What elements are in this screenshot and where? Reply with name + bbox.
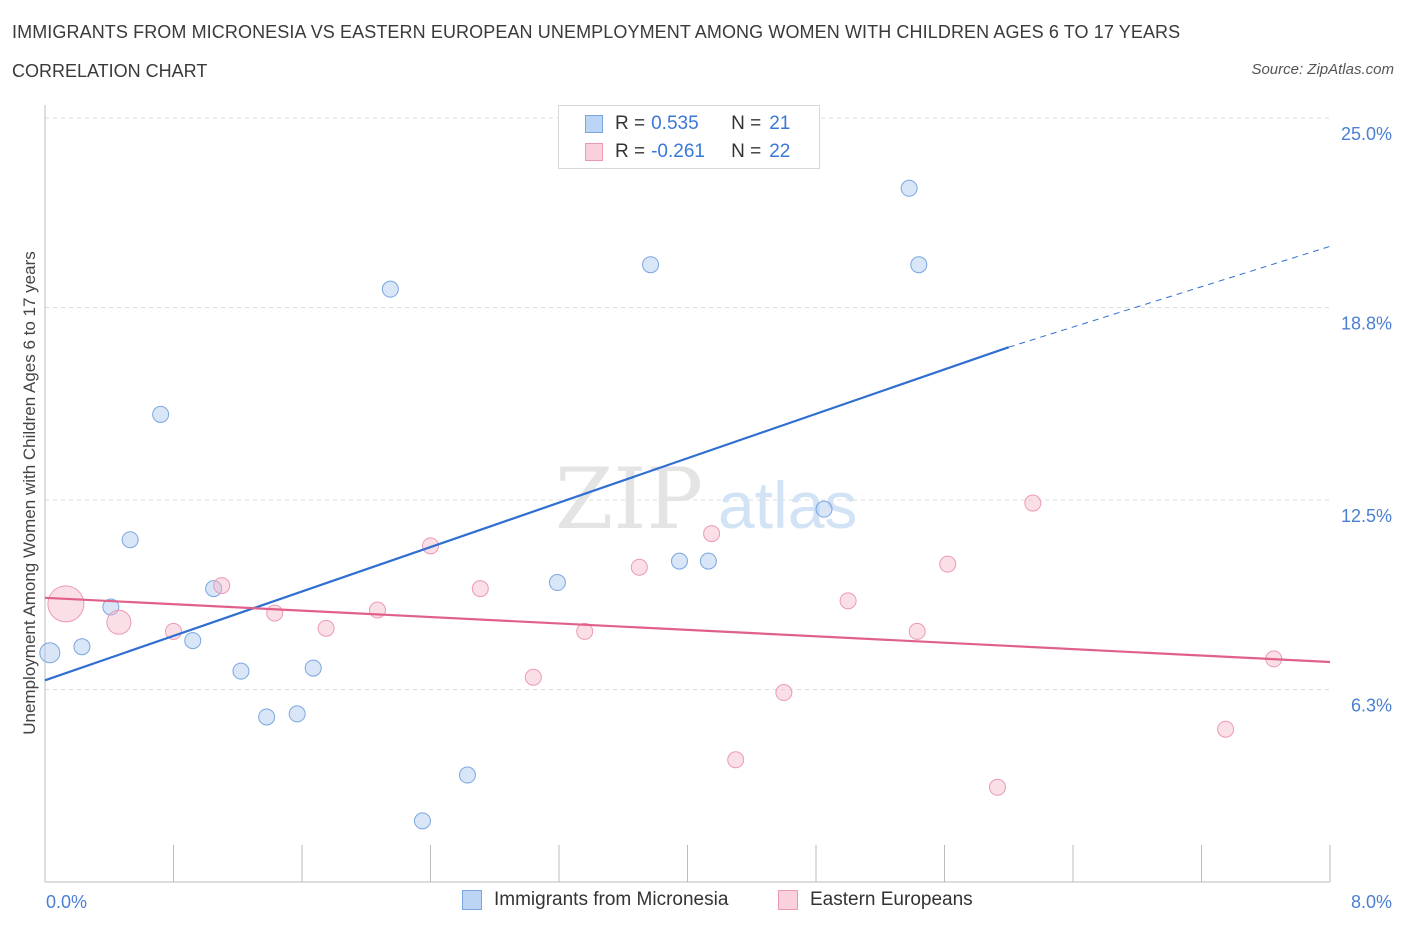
watermark-zip: ZIP [555,450,703,548]
legend-swatch-blue [585,115,603,133]
y-tick-label: 18.8% [1341,313,1392,333]
source-label: Source: ZipAtlas.com [1251,61,1394,78]
eastern-european-point [939,555,957,573]
micronesia-point [670,552,688,570]
eastern-european-point [422,537,439,555]
micronesia-point [815,500,833,518]
grid-lines [45,117,1330,690]
bottom-legend-swatch-pink [778,890,798,910]
legend-n-label: N = [731,113,762,134]
x-tick-label-max: 8.0% [1351,892,1392,912]
x-tick-label-min: 0.0% [46,892,87,912]
y-tick-label: 12.5% [1341,506,1392,526]
micronesia-point [548,574,566,592]
eastern-european-point [775,684,793,702]
y-axis-tick-labels: 6.3% 12.5% 18.8% 25.0% [1341,124,1392,715]
eastern-european-point [213,577,231,595]
eastern-european-point [524,668,542,686]
chart-subtitle: CORRELATION CHART [12,61,208,81]
x-axis-ticks [173,845,1331,882]
watermark: ZIP atlas [555,450,857,548]
chart-title: IMMIGRANTS FROM MICRONESIA VS EASTERN EU… [12,22,1181,42]
y-axis-label: Unemployment Among Women with Children A… [20,251,39,735]
bottom-legend-swatch-blue [462,890,482,910]
micronesia-point [258,708,276,726]
eastern-european-point [908,622,926,640]
y-tick-label: 25.0% [1341,124,1392,144]
data-points [39,179,1283,830]
micronesia-point [381,280,399,298]
eastern-european-point [703,525,721,543]
legend-n-value: 21 [769,113,791,134]
micronesia-point [73,638,91,656]
legend-n-label: N = [731,141,762,162]
micronesia-point [458,766,476,784]
legend: R = 0.535 N = 21 R = -0.261 N = 22 [558,105,820,169]
legend-r-label: R = [615,113,646,134]
eastern-european-point [317,619,335,637]
eastern-european-point [471,580,489,598]
legend-n-value: 22 [769,141,791,162]
micronesia-trend-extension [1008,245,1331,348]
micronesia-point [413,812,431,830]
eastern-european-point [630,558,648,576]
micronesia-point [910,256,928,274]
legend-r-value: -0.261 [651,141,705,162]
eastern-european-point [576,622,594,640]
micronesia-trend-line [44,346,1010,682]
legend-r-value: 0.535 [651,113,699,134]
eastern-european-point [1024,494,1042,512]
eastern-european-point [839,592,857,610]
eastern-european-point [106,609,132,635]
legend-row-micronesia: R = 0.535 N = 21 [585,112,790,136]
micronesia-point [900,179,918,197]
micronesia-point [699,552,717,570]
y-tick-label: 6.3% [1351,695,1392,715]
eastern-european-point [47,585,85,623]
eastern-european-point [1217,720,1235,738]
micronesia-point [304,659,322,677]
eastern-european-point [727,751,745,769]
micronesia-point [121,531,139,549]
eastern-european-trend-line [44,596,1331,664]
eastern-european-point [989,778,1007,796]
trend-lines [44,245,1331,682]
legend-r-label: R = [615,141,646,162]
legend-row-eastern: R = -0.261 N = 22 [585,140,790,164]
bottom-legend-label: Immigrants from Micronesia [494,889,729,910]
legend-swatch-pink [585,143,603,161]
micronesia-point [288,705,306,723]
watermark-atlas: atlas [718,468,857,542]
micronesia-point [232,662,250,680]
bottom-legend-label: Eastern Europeans [810,889,973,910]
eastern-european-point [266,604,284,622]
micronesia-point [39,642,61,664]
micronesia-point [642,256,660,274]
micronesia-point [184,632,202,650]
bottom-legend-eastern: Eastern Europeans [778,889,973,911]
bottom-legend-micronesia: Immigrants from Micronesia [462,889,728,911]
micronesia-point [152,405,170,423]
